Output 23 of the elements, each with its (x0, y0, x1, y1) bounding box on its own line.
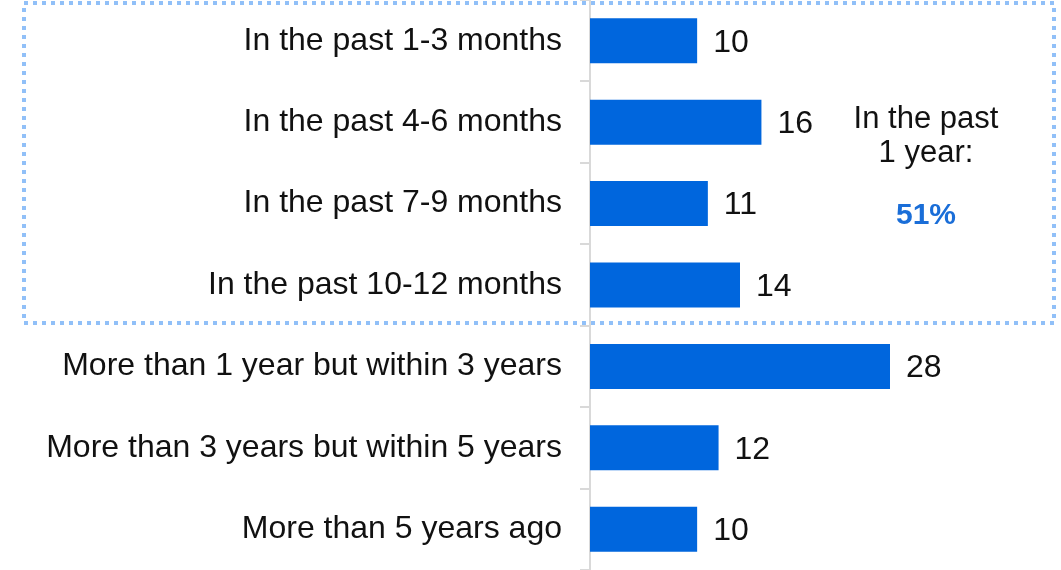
text: 51% (894, 197, 957, 231)
bar (590, 343, 890, 389)
bar (590, 181, 708, 227)
y-tick-label: In the past 4-6 months (243, 101, 562, 138)
y-tick-label: More than 3 years but within 5 years (46, 427, 562, 464)
y-tick-label: In the past 1-3 months (243, 20, 562, 57)
bar (590, 262, 740, 308)
y-tick-label: More than 5 years ago (241, 509, 562, 546)
y-tick-label: In the past 7-9 months (243, 183, 562, 220)
annotation: In the past 1 year: (852, 100, 1000, 169)
data-label: 12 (734, 429, 771, 466)
bar (590, 425, 719, 471)
bar (590, 506, 698, 552)
bar (590, 99, 762, 145)
data-label: 10 (713, 511, 749, 548)
data-label: 11 (723, 185, 758, 222)
data-label: 28 (906, 348, 942, 385)
data-label: 10 (713, 22, 749, 59)
y-tick-label: In the past 10-12 months (208, 264, 562, 301)
y-tick-label: More than 1 year but within 3 years (62, 346, 562, 383)
data-label: 14 (756, 266, 792, 303)
bar (590, 18, 698, 64)
data-label: 16 (777, 103, 814, 140)
